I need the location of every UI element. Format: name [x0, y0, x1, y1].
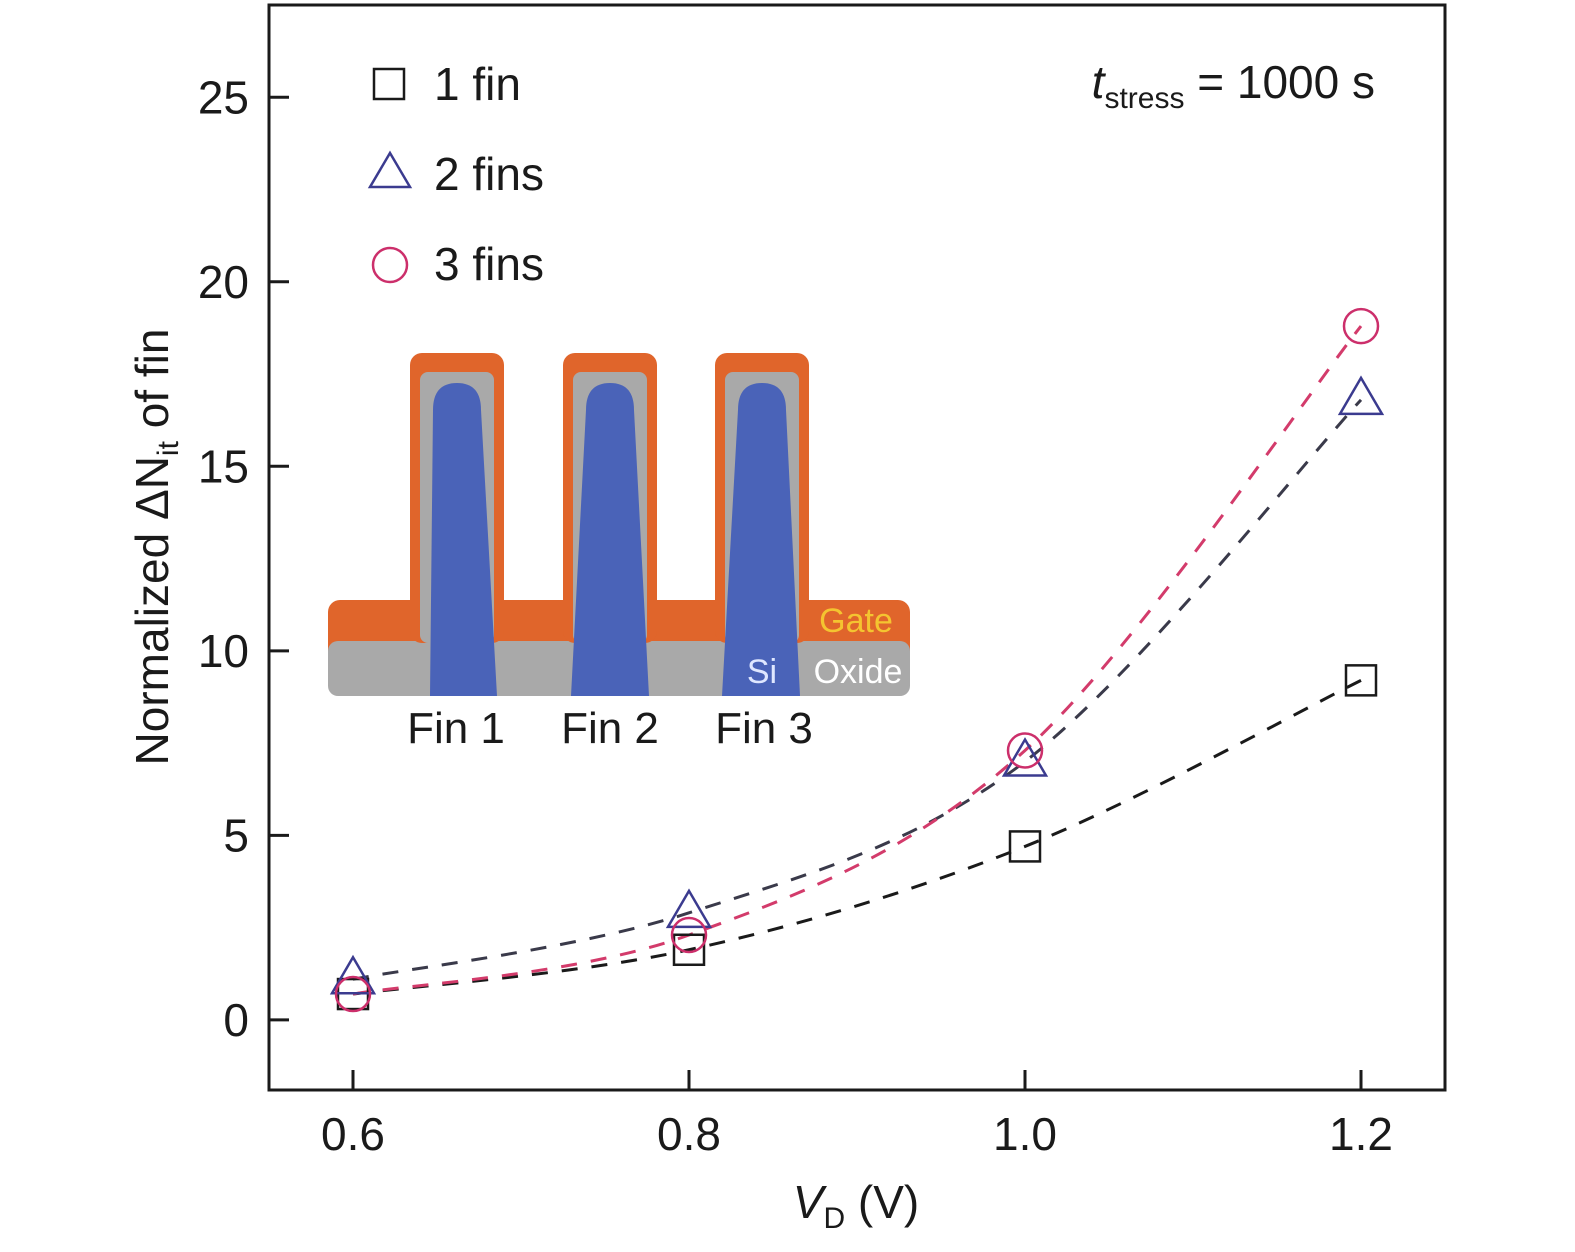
fit-lines: [352, 325, 1363, 996]
x-tick-label-2: 1.0: [993, 1108, 1057, 1160]
fin-1-si: [430, 383, 497, 696]
finfet-schematic: Gate Si Oxide Fin 1 Fin 2 Fin 3: [328, 353, 910, 753]
point-series-0-2: [1008, 830, 1042, 863]
gate-label: Gate: [819, 602, 893, 640]
y-tick-label-3: 15: [198, 440, 249, 492]
legend-label-1-fin: 1 fin: [434, 58, 521, 110]
legend-label-2-fins: 2 fins: [434, 148, 544, 200]
y-axis-label-post: of fin: [126, 329, 178, 442]
point-series-1-0: [329, 954, 377, 995]
y-axis-label-pre: Normalized ΔN: [126, 456, 178, 765]
fin-3-stack: [715, 353, 809, 696]
point-series-1-1: [665, 888, 713, 929]
x-tick-label-3: 1.2: [1329, 1108, 1393, 1160]
point-series-2-3: [1342, 307, 1380, 345]
fit-line-series-0: [352, 679, 1362, 996]
stress-rest: = 1000 s: [1184, 56, 1375, 108]
y-tick-label-1: 5: [223, 809, 249, 861]
point-series-1-3: [1337, 375, 1385, 416]
point-series-2-0: [334, 975, 372, 1013]
x-tick-label-0: 0.6: [321, 1108, 385, 1160]
stress-sub: stress: [1104, 82, 1184, 115]
legend-label-3-fins: 3 fins: [434, 238, 544, 290]
x-tick-label-1: 0.8: [657, 1108, 721, 1160]
y-axis-label: Normalized ΔNit of fin: [126, 329, 185, 766]
x-ticks: 0.6 0.8 1.0 1.2: [321, 1070, 1393, 1160]
x-axis-label-sub: D: [823, 1202, 845, 1235]
legend: 1 fin 2 fins 3 fins: [367, 58, 544, 290]
legend-marker-square: [372, 67, 406, 101]
data-markers: [329, 307, 1385, 1013]
x-axis-label: VD (V): [793, 1176, 919, 1235]
y-tick-label-4: 20: [198, 256, 249, 308]
stress-time-annotation: tstress = 1000 s: [1092, 56, 1375, 115]
si-label: Si: [747, 653, 777, 691]
x-axis-label-unit: (V): [845, 1176, 919, 1228]
point-series-0-1: [672, 933, 706, 967]
y-tick-label-0: 0: [223, 994, 249, 1046]
point-series-2-2: [1006, 732, 1044, 769]
stress-t: t: [1092, 56, 1107, 108]
fin-2-stack: [563, 353, 657, 696]
oxide-label: Oxide: [814, 653, 903, 691]
point-series-2-1: [670, 916, 708, 954]
fin-2-label: Fin 2: [561, 704, 659, 753]
point-series-0-3: [1344, 664, 1378, 697]
y-ticks: 0 5 10 15 20 25: [198, 71, 289, 1046]
x-axis-label-main: V: [793, 1176, 828, 1228]
fin-1-label: Fin 1: [407, 704, 505, 753]
fin-3-label: Fin 3: [715, 704, 813, 753]
fit-line-series-2: [352, 325, 1363, 996]
legend-marker-circle: [371, 246, 409, 284]
fin-2-si: [571, 383, 649, 696]
legend-marker-triangle: [367, 150, 413, 189]
y-tick-label-2: 10: [198, 625, 249, 677]
fin-3-si: [722, 383, 800, 696]
plot-frame: [267, 3, 1447, 1092]
y-axis-label-sub: it: [152, 440, 185, 456]
point-series-1-2: [1001, 737, 1049, 777]
fin-1-stack: [410, 353, 504, 696]
y-tick-label-5: 25: [198, 71, 249, 123]
